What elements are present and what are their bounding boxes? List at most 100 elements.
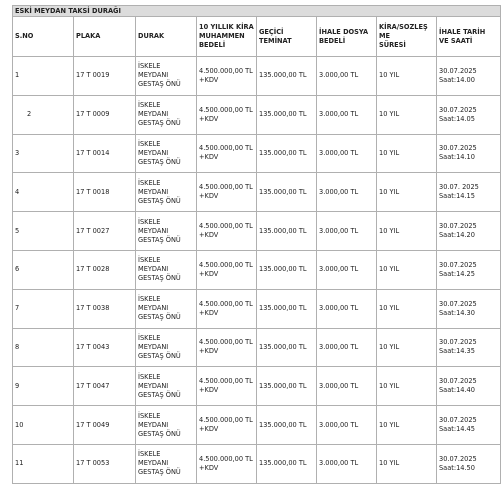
tender-table: ESKİ MEYDAN TAKSİ DURAĞI S.NO PLAKA DURAK 1… — [11, 5, 502, 484]
table-cell: 10 YIL — [376, 94, 437, 135]
table-cell: 6 — [12, 249, 74, 290]
table-cell-line: 3.000,00 TL — [319, 110, 359, 119]
table-cell-line: MEYDANI — [138, 265, 169, 274]
table-cell-line: 17 T 0053 — [76, 459, 110, 468]
header-cell-line: SÜRESİ — [379, 41, 406, 49]
table-cell-line: 30.07.2025 — [439, 454, 477, 463]
table-cell-line: MEYDANI — [138, 304, 169, 313]
table-cell: 3.000,00 TL — [316, 56, 377, 96]
data-row: 2 17 T 0009 İSKELE MEYDANI GESTAŞ ÖNÜ 4.500.0… — [12, 94, 502, 135]
table-cell: 135.000,00 TL — [256, 288, 317, 329]
table-cell: 3.000,00 TL — [316, 327, 377, 368]
header-cell: S.NO — [12, 16, 74, 57]
table-cell: 135.000,00 TL — [256, 172, 317, 213]
header-cell-line: DURAK — [138, 32, 165, 40]
table-cell: 4.500.000,00 TL +KDV — [196, 288, 257, 329]
table-cell-line: 10 — [15, 420, 24, 429]
table-cell-line: 30.07.2025 — [439, 105, 477, 114]
table-cell-line: GESTAŞ ÖNÜ — [138, 196, 181, 205]
table-cell: 3.000,00 TL — [316, 443, 377, 484]
table-cell-line: 4.500.000,00 TL — [199, 377, 253, 386]
table-cell-line: İSKELE — [138, 256, 161, 265]
table-cell-line: MEYDANI — [138, 459, 169, 468]
table-cell: 135.000,00 TL — [256, 443, 317, 484]
data-row: 4 17 T 0018 İSKELE MEYDANI GESTAŞ ÖNÜ 4.500.0… — [12, 172, 502, 213]
table-cell-line: Saat:14.05 — [439, 114, 475, 123]
table-cell-line: Saat:14.25 — [439, 269, 475, 278]
table-cell: 30.07.2025 Saat:14.40 — [435, 366, 502, 407]
data-row: 8 17 T 0043 İSKELE MEYDANI GESTAŞ ÖNÜ 4.500.0… — [12, 327, 502, 368]
table-cell-line: +KDV — [199, 425, 219, 434]
table-cell: 17 T 0019 — [73, 56, 136, 96]
table-cell: 4.500.000,00 TL +KDV — [196, 443, 257, 484]
table-cell-line: Saat:14.40 — [439, 386, 475, 395]
table-cell: İSKELE MEYDANI GESTAŞ ÖNÜ — [135, 172, 197, 213]
table-cell: 10 YIL — [376, 366, 437, 407]
table-cell-line: 135.000,00 TL — [259, 71, 307, 80]
table-cell-line: İSKELE — [138, 217, 161, 226]
table-cell-line: 3.000,00 TL — [319, 148, 359, 157]
table-cell-line: 3.000,00 TL — [319, 342, 359, 351]
data-row: 7 17 T 0038 İSKELE MEYDANI GESTAŞ ÖNÜ 4.500.0… — [12, 288, 502, 329]
table-cell-line: 3 — [15, 148, 20, 157]
table-cell-line: +KDV — [199, 386, 219, 395]
table-cell-line: 4.500.000,00 TL — [199, 183, 253, 192]
table-cell-line: GESTAŞ ÖNÜ — [138, 351, 181, 360]
table-cell: 30.07.2025 Saat:14.45 — [435, 405, 502, 445]
table-cell-line: +KDV — [199, 192, 219, 201]
table-cell-line: 30.07.2025 — [439, 416, 477, 425]
table-cell-line: 10 YIL — [379, 459, 400, 468]
table-cell-line: 10 YIL — [379, 342, 400, 351]
table-cell-line: GESTAŞ ÖNÜ — [138, 390, 181, 399]
table-cell-line: 3.000,00 TL — [319, 381, 359, 390]
table-cell: 2 — [12, 94, 74, 135]
table-cell: 135.000,00 TL — [256, 94, 317, 135]
header-cell-line: VE SAATİ — [439, 36, 473, 45]
table-cell: İSKELE MEYDANI GESTAŞ ÖNÜ — [135, 327, 197, 368]
table-cell: 4.500.000,00 TL +KDV — [196, 366, 257, 407]
table-cell: 30.07.2025 Saat:14.25 — [435, 249, 502, 290]
table-cell-line: MEYDANI — [138, 110, 169, 119]
table-cell-line: İSKELE — [138, 372, 161, 381]
data-row: 3 17 T 0014 İSKELE MEYDANI GESTAŞ ÖNÜ 4.500.0… — [12, 133, 502, 174]
table-cell-line: İSKELE — [138, 295, 161, 304]
table-cell: 3.000,00 TL — [316, 405, 377, 445]
header-cell-line: KİRA/SOZLEŞ — [379, 23, 428, 31]
table-cell-line: 30.07.2025 — [439, 338, 477, 347]
table-cell: 11 — [12, 443, 74, 484]
header-cell: 10 YILLIK KİRA MUHAMMEN BEDELİ — [196, 16, 257, 57]
table-cell-line: 135.000,00 TL — [259, 459, 307, 468]
table-cell-line: 135.000,00 TL — [259, 226, 307, 235]
table-cell: 30.07.2025 Saat:14.35 — [435, 327, 502, 368]
header-cell: İHALE DOSYA BEDELİ — [316, 16, 377, 57]
table-cell: 9 — [12, 366, 74, 407]
table-cell-line: 135.000,00 TL — [259, 381, 307, 390]
table-cell: 17 T 0043 — [73, 327, 136, 368]
table-cell-line: 2 — [27, 110, 32, 119]
table-cell: 17 T 0038 — [73, 288, 136, 329]
table-cell: 17 T 0009 — [73, 94, 136, 135]
table-cell-line: MEYDANI — [138, 342, 169, 351]
table-cell: 4.500.000,00 TL +KDV — [196, 56, 257, 96]
header-cell: DURAK — [135, 16, 197, 57]
table-cell-line: GESTAŞ ÖNÜ — [138, 157, 181, 166]
table-cell-line: Saat:14.20 — [439, 231, 475, 240]
table-cell: İSKELE MEYDANI GESTAŞ ÖNÜ — [135, 56, 197, 96]
table-cell-line: 10 YIL — [379, 265, 400, 274]
table-cell: 17 T 0018 — [73, 172, 136, 213]
table-cell-line: 11 — [15, 459, 24, 468]
header-row: S.NO PLAKA DURAK 10 YILLIK KİRA MUHAMMEN BEDE… — [12, 16, 502, 57]
table-cell: 4.500.000,00 TL +KDV — [196, 327, 257, 368]
table-cell-line: 135.000,00 TL — [259, 304, 307, 313]
table-cell-line: 3.000,00 TL — [319, 304, 359, 313]
table-cell-line: GESTAŞ ÖNÜ — [138, 119, 181, 128]
table-cell: 3 — [12, 133, 74, 174]
header-cell: İHALE TARİH VE SAATİ — [435, 16, 502, 57]
table-cell: 3.000,00 TL — [316, 133, 377, 174]
table-cell: İSKELE MEYDANI GESTAŞ ÖNÜ — [135, 443, 197, 484]
table-cell-line: 4.500.000,00 TL — [199, 299, 253, 308]
table-cell-line: İSKELE — [138, 139, 161, 148]
table-cell: 30.07. 2025 Saat:14.15 — [435, 172, 502, 213]
table-cell: 10 YIL — [376, 288, 437, 329]
table-cell-line: 4.500.000,00 TL — [199, 105, 253, 114]
